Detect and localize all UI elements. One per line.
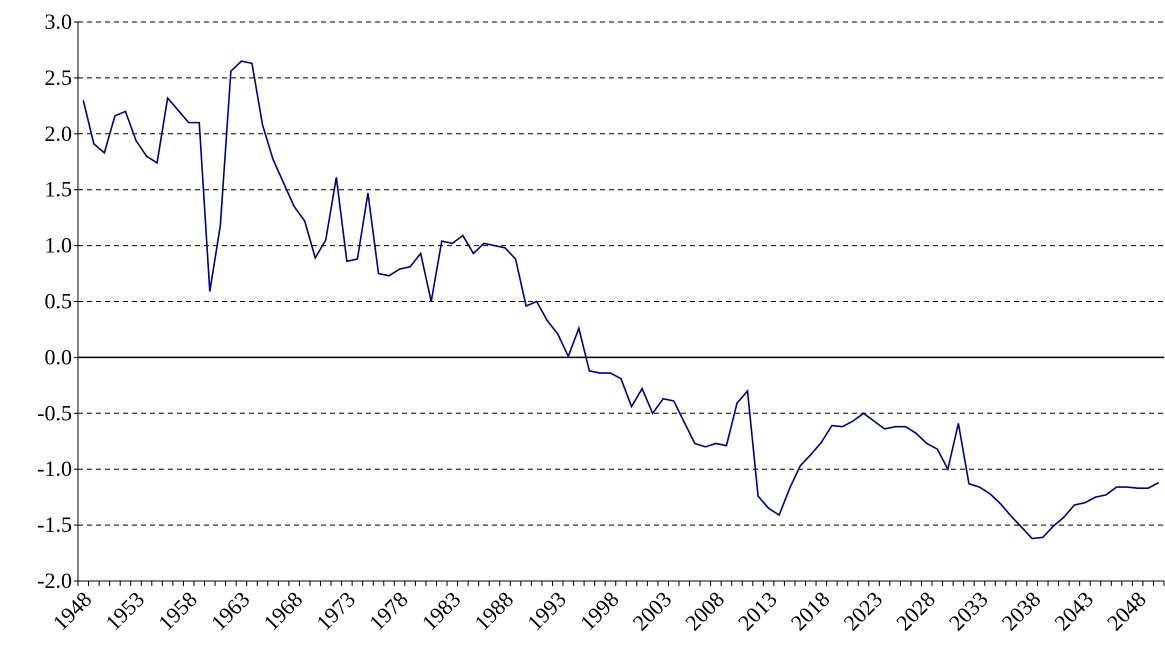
x-tick-label: 2038: [997, 587, 1046, 636]
y-tick-label: -2.0: [37, 568, 72, 593]
x-tick-label: 1968: [259, 587, 308, 636]
x-tick-label: 2013: [733, 587, 782, 636]
y-tick-label: 0.5: [45, 289, 73, 314]
x-tick-label: 1958: [153, 587, 202, 636]
x-tick-label: 2023: [838, 587, 887, 636]
data-line: [82, 60, 1160, 540]
x-tick-label: 2048: [1102, 587, 1151, 636]
x-tick-label: 1993: [522, 587, 571, 636]
x-tick-label: 1998: [575, 587, 624, 636]
x-tick-label: 1963: [206, 587, 255, 636]
x-tick-label: 2028: [891, 587, 940, 636]
y-tick-label: 1.5: [45, 177, 73, 202]
x-tick-label: 1978: [364, 587, 413, 636]
x-tick-label: 1953: [100, 587, 149, 636]
x-tick-label: 2033: [944, 587, 993, 636]
x-tick-label: 1983: [417, 587, 466, 636]
x-tick-label: 1973: [311, 587, 360, 636]
x-tick-label: 2008: [680, 587, 729, 636]
y-tick-label: 0.0: [45, 344, 73, 369]
y-tick-label: -1.0: [37, 456, 72, 481]
y-tick-label: -1.5: [37, 512, 72, 537]
y-tick-label: 1.0: [45, 233, 73, 258]
x-tick-label: 2043: [1049, 587, 1098, 636]
y-tick-label: 3.0: [45, 9, 73, 34]
y-tick-label: -0.5: [37, 400, 72, 425]
x-tick-label: 2003: [628, 587, 677, 636]
x-tick-label: 1948: [48, 587, 97, 636]
x-tick-label: 2018: [786, 587, 835, 636]
x-tick-label: 1988: [469, 587, 518, 636]
y-tick-label: 2.0: [45, 121, 73, 146]
y-tick-label: 2.5: [45, 65, 73, 90]
